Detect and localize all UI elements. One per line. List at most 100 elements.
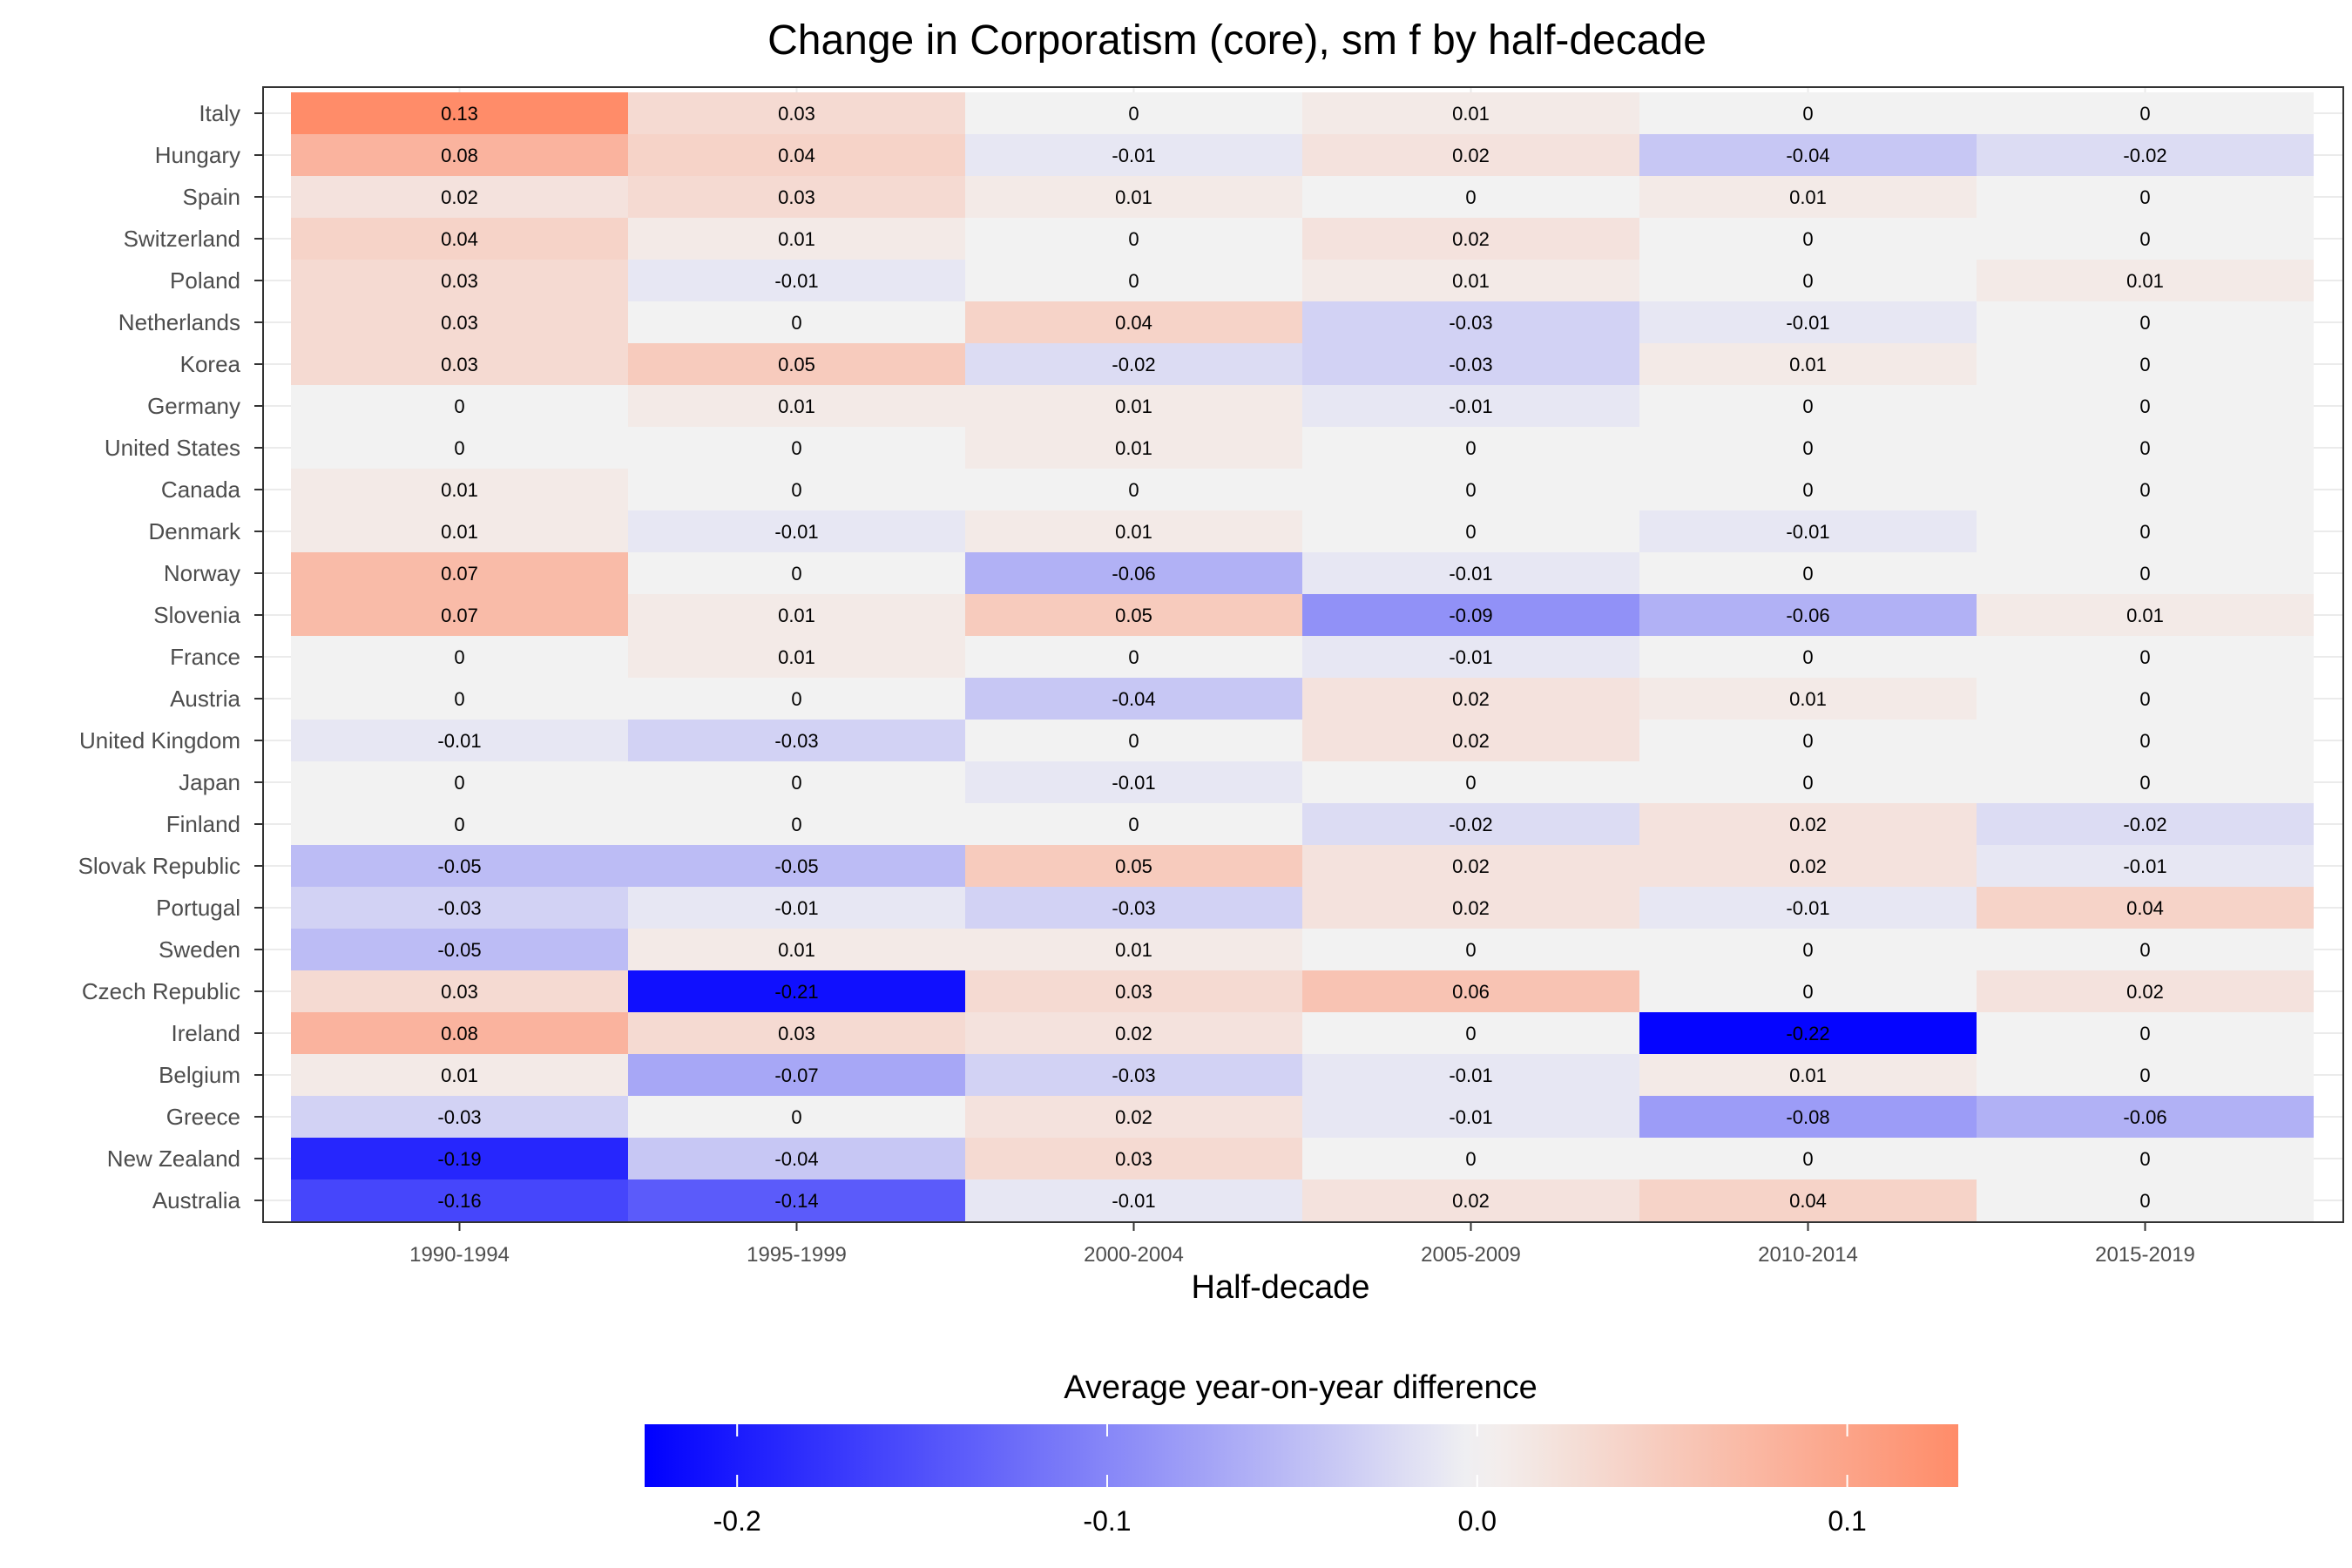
heatmap-cell <box>291 1054 628 1096</box>
cell-value-label: 0.13 <box>441 103 478 125</box>
heatmap-cell <box>291 636 628 678</box>
cell-value-label: 0 <box>791 688 801 710</box>
y-tick-label: Germany <box>147 393 240 419</box>
heatmap-cell <box>1302 1179 1639 1221</box>
cell-value-label: -0.03 <box>437 1106 481 1128</box>
cell-value-label: 0.07 <box>441 605 478 626</box>
cell-value-label: 0 <box>2139 688 2150 710</box>
cell-value-label: 0.07 <box>441 563 478 585</box>
heatmap-cell <box>1639 510 1977 552</box>
heatmap-cell <box>965 803 1302 845</box>
y-tick-label: Austria <box>170 686 240 712</box>
cell-value-label: 0 <box>791 1106 801 1128</box>
heatmap-cell <box>628 636 965 678</box>
cell-value-label: -0.01 <box>1786 521 1829 543</box>
heatmap-cell <box>291 134 628 176</box>
heatmap-cell <box>628 845 965 887</box>
cell-value-label: 0.01 <box>1115 186 1152 208</box>
cell-value-label: 0 <box>2139 479 2150 501</box>
heatmap-cell <box>1977 385 2314 427</box>
cell-value-label: 0 <box>1465 772 1476 794</box>
y-tick-label: Spain <box>183 184 241 210</box>
cell-value-label: -0.01 <box>1449 395 1492 417</box>
y-tick-label: Hungary <box>155 142 240 168</box>
heatmap-cell <box>1977 970 2314 1012</box>
heatmap-cell <box>1639 929 1977 970</box>
y-tick-label: United Kingdom <box>79 727 240 754</box>
cell-value-label: 0 <box>1802 981 1813 1003</box>
cell-value-label: 0 <box>2139 730 2150 752</box>
heatmap-cell <box>965 970 1302 1012</box>
cell-value-label: 0 <box>1128 814 1139 835</box>
cell-value-label: 0.04 <box>441 228 478 250</box>
heatmap-cell <box>291 803 628 845</box>
cell-value-label: 0.01 <box>441 521 478 543</box>
heatmap-cell <box>1639 218 1977 260</box>
heatmap-cell <box>1302 92 1639 134</box>
cell-value-label: 0.03 <box>778 186 815 208</box>
heatmap-cell <box>291 427 628 469</box>
cell-value-label: -0.08 <box>1786 1106 1829 1128</box>
cell-value-label: -0.01 <box>437 730 481 752</box>
color-legend: Average year-on-year difference -0.2 -0.1… <box>645 1369 1958 1537</box>
x-tick-label: 1995-1999 <box>747 1243 847 1267</box>
cell-value-label: 0 <box>2139 186 2150 208</box>
cell-value-label: 0 <box>1465 1148 1476 1170</box>
cell-value-label: 0.01 <box>778 939 815 961</box>
cell-value-label: 0 <box>1465 479 1476 501</box>
panel-border <box>262 86 2344 1223</box>
heatmap-cell <box>628 594 965 636</box>
cell-value-label: -0.03 <box>1449 354 1492 375</box>
heatmap-cell <box>1639 970 1977 1012</box>
heatmap-cell <box>291 218 628 260</box>
heatmap-cell <box>1639 176 1977 218</box>
heatmap-cell <box>1302 636 1639 678</box>
heatmap-cell <box>1639 427 1977 469</box>
y-tick-label: Finland <box>166 811 240 837</box>
cell-value-label: 0 <box>2139 563 2150 585</box>
cell-value-label: 0 <box>1128 228 1139 250</box>
y-tick-label: Japan <box>179 769 240 795</box>
heatmap-cell <box>291 845 628 887</box>
y-tick-label: Czech Republic <box>82 978 240 1004</box>
heatmap-cell <box>628 887 965 929</box>
heatmap-cell <box>1977 552 2314 594</box>
cell-value-label: 0.01 <box>2126 605 2164 626</box>
heatmap-cell <box>965 176 1302 218</box>
y-tick-label: Netherlands <box>118 309 240 335</box>
cell-value-label: 0.04 <box>778 145 815 166</box>
cell-value-label: 0.02 <box>1452 897 1490 919</box>
heatmap-cell <box>1302 845 1639 887</box>
cell-value-label: 0.08 <box>441 1023 478 1044</box>
cell-value-label: 0.01 <box>778 228 815 250</box>
legend-tick-label: -0.2 <box>713 1505 761 1537</box>
heatmap-cell <box>291 552 628 594</box>
heatmap-cell <box>1977 636 2314 678</box>
heatmap-cell <box>628 176 965 218</box>
cell-value-label: 0.01 <box>441 1064 478 1086</box>
cell-value-label: 0 <box>1465 186 1476 208</box>
heatmap-cell <box>1977 134 2314 176</box>
x-tick-label: 2000-2004 <box>1084 1243 1184 1267</box>
heatmap-cell <box>1977 1138 2314 1179</box>
cell-value-label: 0 <box>2139 1064 2150 1086</box>
cell-value-label: 0 <box>1128 479 1139 501</box>
cell-value-label: 0 <box>1465 521 1476 543</box>
cell-value-label: 0.04 <box>2126 897 2164 919</box>
y-tick-label: Australia <box>152 1187 241 1213</box>
heatmap-cell <box>1639 636 1977 678</box>
heatmap-cell <box>1302 343 1639 385</box>
heatmap-cell <box>628 92 965 134</box>
heatmap-cell <box>628 260 965 301</box>
heatmap-cell <box>1639 469 1977 510</box>
heatmap-cell <box>628 970 965 1012</box>
cell-value-label: -0.01 <box>774 521 818 543</box>
cell-value-label: 0.02 <box>1452 145 1490 166</box>
cell-value-label: -0.01 <box>1786 897 1829 919</box>
cell-value-label: 0.03 <box>441 354 478 375</box>
heatmap-cell <box>1639 301 1977 343</box>
y-tick-label: Slovenia <box>153 602 240 628</box>
heatmap-cell <box>1639 803 1977 845</box>
legend-tick-label: 0.0 <box>1458 1505 1497 1537</box>
cell-value-label: 0.02 <box>1789 814 1827 835</box>
